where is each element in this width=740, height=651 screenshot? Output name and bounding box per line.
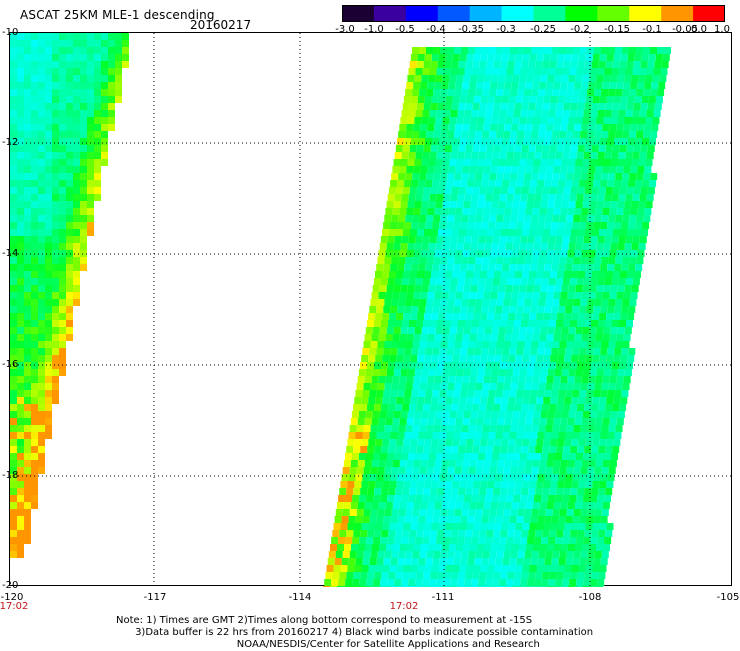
colorbar-label: -3.0 <box>335 24 355 35</box>
colorbar-swatch <box>661 5 694 22</box>
lon-label: -117 <box>143 592 167 603</box>
colorbar-label: 0.0 <box>691 24 707 35</box>
colorbar-swatch <box>405 5 439 22</box>
colorbar-swatch <box>565 5 598 22</box>
colorbar-label: -0.4 <box>426 24 446 35</box>
colorbar-label: -0.35 <box>458 24 484 35</box>
lat-label: -16 <box>2 359 19 370</box>
lat-label: -18 <box>2 470 19 481</box>
colorbar-swatch <box>469 5 503 22</box>
colorbar-swatch <box>373 5 407 22</box>
swath-time: 17:02 <box>0 601 29 612</box>
colorbar-label: -0.05 <box>672 24 698 35</box>
colorbar-label: -0.3 <box>496 24 516 35</box>
colorbar <box>342 5 725 22</box>
lon-label: -108 <box>578 592 602 603</box>
colorbar-label: -1.0 <box>364 24 384 35</box>
colorbar-swatch <box>693 5 725 22</box>
lon-label: -105 <box>716 592 740 603</box>
colorbar-swatch <box>533 5 566 22</box>
map-plot-area <box>9 32 733 587</box>
colorbar-swatch <box>629 5 662 22</box>
lat-label: -20 <box>2 580 19 591</box>
map-title: ASCAT 25KM MLE-1 descending <box>20 8 215 22</box>
colorbar-swatch <box>342 5 375 22</box>
swath-map <box>10 33 733 587</box>
colorbar-labels: -3.0 -1.0 -0.5 -0.4 -0.35 -0.3 -0.25 -0.… <box>330 24 740 36</box>
lon-label: -111 <box>431 592 455 603</box>
colorbar-label: -0.5 <box>395 24 415 35</box>
colorbar-swatch <box>437 5 471 22</box>
colorbar-swatch <box>597 5 630 22</box>
colorbar-label: -0.15 <box>604 24 630 35</box>
lat-label: -10 <box>2 27 19 38</box>
lat-label: -12 <box>2 137 19 148</box>
colorbar-label: -0.25 <box>530 24 556 35</box>
lon-label: -120 <box>0 592 24 603</box>
colorbar-swatch <box>501 5 534 22</box>
swath-time: 17:02 <box>389 601 419 612</box>
footnotes: Note: 1) Times are GMT 2)Times along bot… <box>116 615 594 650</box>
colorbar-label: -0.1 <box>642 24 662 35</box>
colorbar-label: 1.0 <box>714 24 730 35</box>
lat-label: -14 <box>2 248 19 259</box>
lon-label: -114 <box>288 592 312 603</box>
map-date: 20160217 <box>190 18 252 32</box>
colorbar-label: -0.2 <box>570 24 590 35</box>
